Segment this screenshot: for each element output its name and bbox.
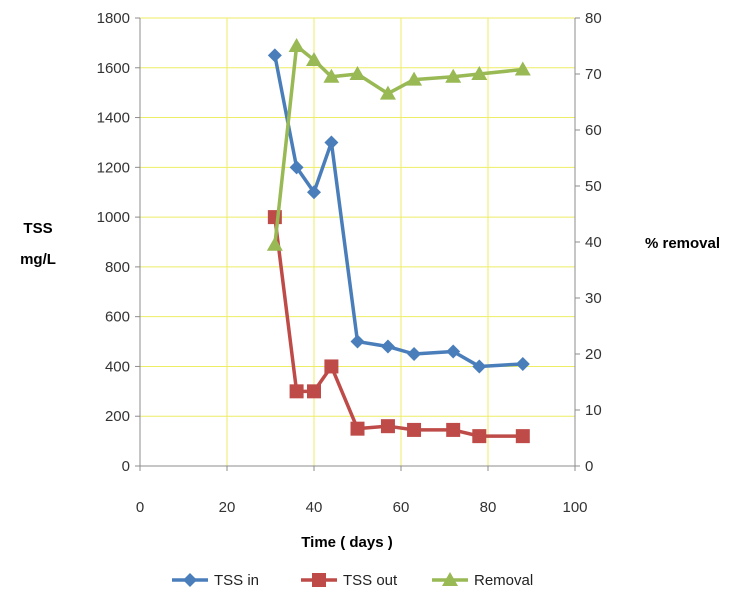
series-tss-out (267, 210, 530, 444)
y-tick-label: 1400 (97, 110, 130, 127)
removal-point (406, 71, 423, 86)
tss-in-point (472, 359, 487, 374)
y-axis-title-line-1: TSS (23, 220, 52, 237)
legend-item-tss-in: TSS in (172, 572, 259, 589)
removal-point (288, 38, 305, 52)
y2-tick-label: 80 (585, 10, 602, 27)
tss-in-point (350, 334, 365, 349)
y-tick-label: 1600 (97, 60, 130, 77)
y-tick-label: 1200 (97, 159, 130, 176)
tss-in-point (267, 48, 282, 63)
x-tick-label: 0 (136, 499, 144, 516)
legend-swatch-marker (442, 572, 458, 586)
x-tick-label: 40 (306, 499, 323, 516)
tss-out-line (273, 216, 523, 438)
y2-tick-label: 50 (585, 178, 602, 195)
y-tick-label: 0 (122, 458, 130, 475)
tss-out-point (289, 384, 304, 399)
plot-area (140, 18, 575, 466)
y2-tick-label: 70 (585, 66, 602, 83)
x-tick-label: 20 (219, 499, 236, 516)
x-axis-title: Time ( days ) (301, 534, 392, 551)
legend-item-removal: Removal (432, 572, 533, 589)
tss-out-point (350, 421, 365, 436)
y2-tick-label: 30 (585, 290, 602, 307)
y-tick-label: 1800 (97, 10, 130, 27)
axes (135, 17, 580, 471)
x-tick-label: 80 (480, 499, 497, 516)
removal-point (323, 68, 340, 83)
y2-tick-label: 10 (585, 402, 602, 419)
series-tss-in (267, 48, 530, 374)
tss-out-point (324, 359, 339, 374)
tss-in-point (446, 344, 461, 359)
tss-in-point (380, 339, 395, 354)
tss-in-point (324, 135, 339, 150)
y2-tick-label: 40 (585, 234, 602, 251)
tss-in-point (515, 356, 530, 371)
y2-tick-label: 0 (585, 458, 593, 475)
removal-point (514, 61, 531, 76)
legend-label: TSS in (214, 572, 259, 589)
legend-item-tss-out: TSS out (301, 572, 398, 589)
tss-out-point (407, 422, 422, 437)
y-tick-label: 800 (105, 259, 130, 276)
legend: TSS in TSS out Removal (172, 572, 533, 589)
removal-line (273, 44, 523, 245)
tss-out-point (307, 384, 321, 399)
y-tick-label: 600 (105, 309, 130, 326)
legend-label: Removal (474, 572, 533, 589)
removal-point (379, 85, 396, 100)
x-tick-label: 100 (562, 499, 587, 516)
legend-label: TSS out (343, 572, 398, 589)
removal-point (266, 236, 283, 251)
removal-point (445, 68, 462, 83)
legend-swatch-marker (312, 573, 326, 587)
tss-in-point (407, 347, 422, 361)
series-layer (266, 38, 531, 444)
removal-point (306, 52, 322, 66)
legend-swatch-marker (183, 573, 197, 587)
y-axis-title-line-2: mg/L (20, 251, 56, 268)
tss-out-point (472, 429, 487, 444)
tss-out-point (446, 422, 461, 437)
series-removal (266, 38, 531, 251)
removal-point (471, 66, 488, 80)
removal-point (349, 66, 366, 80)
tss-in-point (289, 160, 304, 175)
y-tick-label: 400 (105, 358, 130, 375)
y-tick-label: 200 (105, 408, 130, 425)
tick-labels: 0200400600800100012001400160018000102030… (97, 10, 602, 516)
tss-in-point (307, 185, 321, 200)
x-tick-label: 60 (393, 499, 410, 516)
y-tick-label: 1000 (97, 209, 130, 226)
tss-in-line (273, 54, 523, 369)
tss-out-point (515, 429, 530, 444)
y2-axis-title: % removal (645, 235, 720, 252)
tss-out-point (380, 419, 395, 434)
y2-tick-label: 20 (585, 346, 602, 363)
y2-tick-label: 60 (585, 122, 602, 139)
